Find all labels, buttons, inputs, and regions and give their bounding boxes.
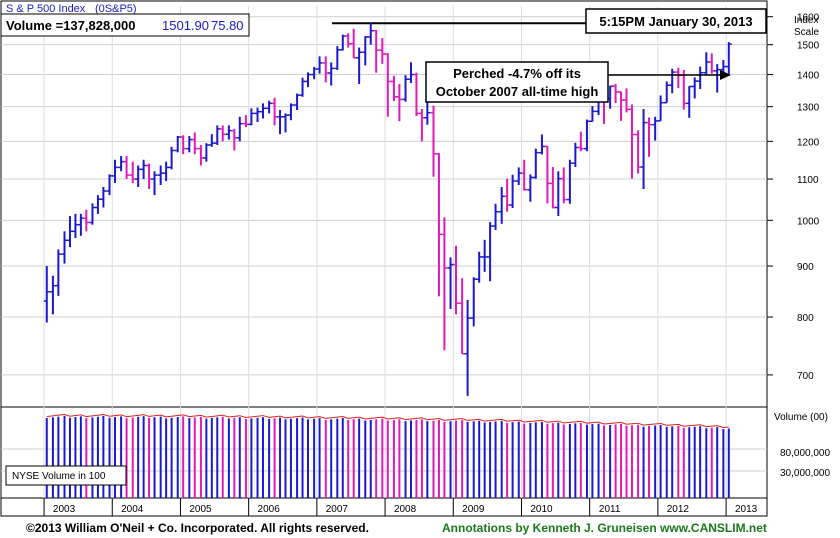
y-tick-label: 1200 xyxy=(797,137,820,148)
price-bar xyxy=(191,132,198,155)
volume-grid xyxy=(1,407,767,498)
price-bar xyxy=(248,108,255,126)
y-tick-label: 1400 xyxy=(797,71,820,82)
price-bar xyxy=(259,103,266,119)
y-tick-label: 700 xyxy=(797,371,814,382)
price-bar xyxy=(304,72,311,88)
header-change: 75.80 xyxy=(211,18,244,33)
price-bar xyxy=(356,47,363,84)
price-bar xyxy=(532,148,539,179)
price-bar xyxy=(725,42,732,74)
copyright-text: ©2013 William O'Neil + Co. Incorporated.… xyxy=(26,521,369,535)
x-tick-label: 2008 xyxy=(394,504,417,515)
price-bar xyxy=(589,106,596,122)
price-bar xyxy=(396,83,403,122)
x-tick-label: 2011 xyxy=(599,504,621,515)
axis-title-index: Index xyxy=(794,15,818,26)
volume-tick-80m: 80,000,000 xyxy=(780,448,830,459)
year-axis-band xyxy=(0,497,768,517)
price-bars xyxy=(43,23,732,396)
annotation-line2: October 2007 all-time high xyxy=(436,84,599,99)
price-bar xyxy=(83,209,90,232)
header-price: 1501.90 xyxy=(162,18,209,33)
price-bar xyxy=(697,66,704,90)
volume-header-box xyxy=(0,13,250,37)
x-tick-label: 2013 xyxy=(735,504,758,515)
price-bar xyxy=(492,203,499,230)
price-bar xyxy=(452,245,459,315)
x-tick-label: 2012 xyxy=(667,504,690,515)
y-tick-label: 900 xyxy=(797,262,814,273)
price-bar xyxy=(646,117,653,157)
volume-moving-average xyxy=(46,413,729,429)
volume-header-text: Volume =137,828,000 xyxy=(6,18,136,33)
x-tick-label: 2007 xyxy=(326,504,349,515)
price-bar xyxy=(316,56,323,74)
annotations-credit: Annotations by Kenneth J. Gruneisen www.… xyxy=(442,521,767,535)
y-tick-label: 1500 xyxy=(797,41,820,52)
price-bar xyxy=(628,104,635,179)
price-bar xyxy=(441,217,448,351)
index-name: S & P 500 Index xyxy=(6,3,86,15)
y-tick-label: 1000 xyxy=(797,216,820,227)
price-bar xyxy=(714,64,721,93)
price-bar xyxy=(464,300,471,396)
axis-title-scale: Scale xyxy=(794,27,819,38)
price-bar xyxy=(123,156,130,180)
datetime-text: 5:15PM January 30, 2013 xyxy=(599,14,752,29)
y-tick-label: 1600 xyxy=(797,13,820,24)
price-bar xyxy=(180,135,187,155)
price-bar xyxy=(560,167,567,204)
x-tick-label: 2009 xyxy=(462,504,485,515)
price-bar xyxy=(509,174,516,208)
x-tick-label: 2010 xyxy=(530,504,553,515)
nyse-volume-label-box xyxy=(5,465,127,486)
annotation-box xyxy=(425,61,609,103)
index-symbol: (0S&P5) xyxy=(95,3,137,15)
annotation-line1: Perched -4.7% off its xyxy=(453,66,581,81)
x-axis-year-ticks: 2003 2004 2005 2006 2007 2008 2009 2010 2011 2012… xyxy=(43,498,758,516)
x-tick-label: 2006 xyxy=(258,504,281,515)
price-bar xyxy=(577,131,584,152)
x-tick-label: 2005 xyxy=(189,504,212,515)
price-bar xyxy=(236,116,243,142)
price-bar xyxy=(168,146,175,170)
volume-ma-line xyxy=(46,413,729,429)
x-tick-label: 2004 xyxy=(121,504,144,515)
price-bar xyxy=(111,159,118,184)
y-tick-label: 800 xyxy=(797,313,814,324)
price-bar xyxy=(373,29,380,73)
price-bar xyxy=(43,265,50,323)
y-axis-ticks: 700 800 900 1000 1100 1200 1300 1400 1500 1600 xyxy=(767,13,820,382)
price-bar xyxy=(328,62,335,86)
price-bar xyxy=(669,68,676,94)
volume-bars xyxy=(45,415,730,498)
annotation-arrow-head xyxy=(720,70,731,80)
price-bar xyxy=(521,159,528,191)
x-tick-label: 2003 xyxy=(53,504,76,515)
nyse-volume-label: NYSE Volume in 100 xyxy=(12,471,106,482)
y-tick-label: 1100 xyxy=(797,175,819,186)
price-bar xyxy=(384,53,391,117)
price-bar xyxy=(55,249,62,296)
price-bar xyxy=(287,103,294,121)
volume-axis-title: Volume (00) xyxy=(774,412,828,423)
price-bar xyxy=(657,95,664,122)
price-bar xyxy=(219,125,226,142)
volume-tick-30m: 30,000,000 xyxy=(780,468,830,479)
price-bar xyxy=(151,171,158,196)
price-bar xyxy=(424,102,431,125)
datetime-box xyxy=(585,8,767,34)
y-tick-label: 1300 xyxy=(797,103,820,114)
price-bar xyxy=(100,187,107,208)
